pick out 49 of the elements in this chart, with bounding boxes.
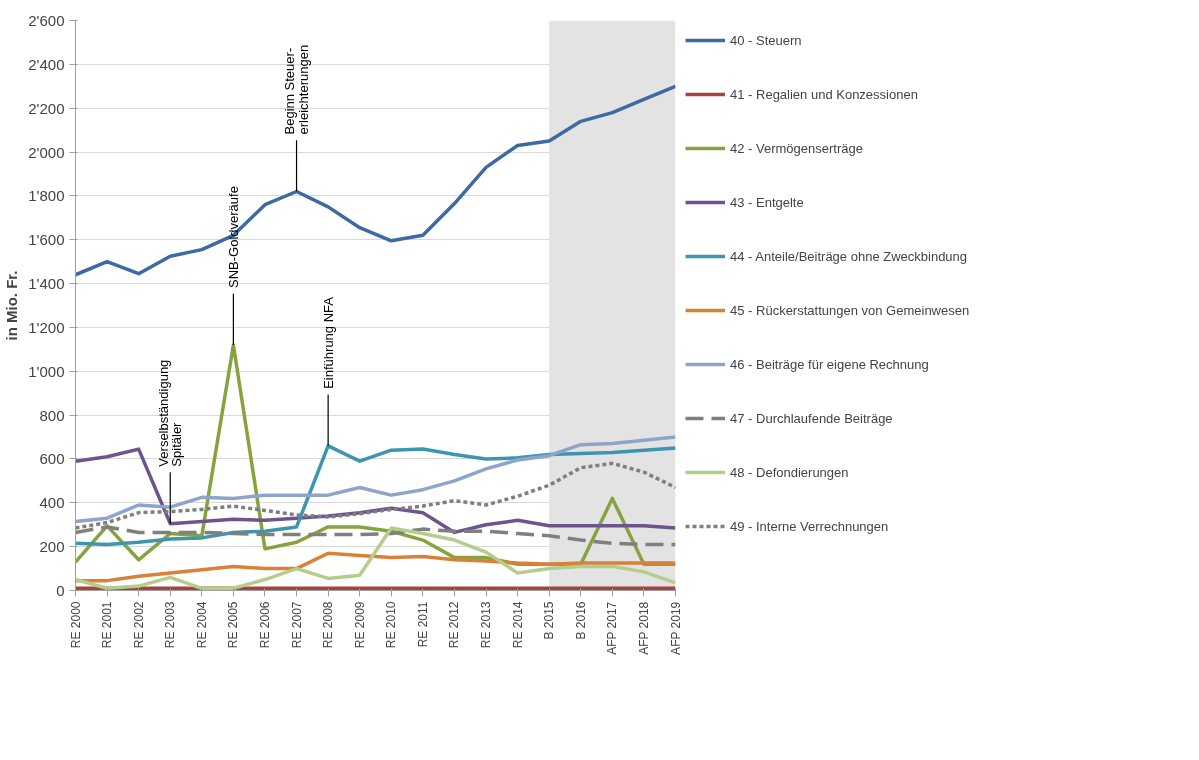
x-tick-label: AFP 2019 [668, 601, 683, 655]
y-tick-label: 1'000 [28, 362, 65, 380]
legend-label: 48 - Defondierungen [730, 464, 849, 480]
annotation: Verselbständigung Spitäler [156, 359, 185, 467]
x-tick-label: RE 2009 [352, 601, 367, 649]
x-tick-label: B 2016 [573, 601, 588, 640]
x-tick-label: RE 2012 [447, 601, 462, 649]
y-tick-label: 2'400 [28, 55, 65, 73]
annotation: SNB-Goldveräufe [225, 186, 241, 288]
x-tick-label: RE 2005 [226, 601, 241, 649]
y-tick-label: 600 [39, 450, 65, 468]
x-tick-label: RE 2013 [479, 601, 494, 649]
x-tick-label: RE 2004 [194, 601, 209, 649]
y-tick-label: 400 [39, 494, 65, 512]
y-tick-label: 2'600 [28, 12, 65, 29]
x-tick-label: RE 2001 [100, 601, 115, 649]
annotation: Einführung NFA [320, 296, 336, 389]
x-tick-label: RE 2002 [131, 601, 146, 649]
x-tick-label: RE 2010 [384, 601, 399, 649]
legend-label: 46 - Beiträge für eigene Rechnung [730, 356, 929, 372]
legend-label: 40 - Steuern [730, 32, 802, 48]
legend-label: 41 - Regalien und Konzessionen [730, 86, 918, 102]
x-tick-label: RE 2014 [510, 601, 525, 649]
x-tick-label: B 2015 [542, 601, 557, 640]
x-tick-label: RE 2007 [289, 601, 304, 649]
y-tick-label: 1'800 [28, 187, 65, 205]
y-tick-label: 2'000 [28, 143, 65, 161]
legend-label: 49 - Interne Verrechnungen [730, 518, 889, 534]
y-axis-title: in Mio. Fr. [3, 270, 21, 341]
y-tick-label: 800 [39, 406, 65, 424]
y-tick-label: 200 [39, 538, 65, 556]
x-tick-label: AFP 2017 [605, 601, 620, 655]
x-tick-label: RE 2000 [68, 601, 83, 649]
x-tick-label: RE 2006 [257, 601, 272, 649]
x-tick-label: RE 2008 [321, 601, 336, 649]
x-tick-label: AFP 2018 [636, 601, 651, 655]
y-tick-label: 1'200 [28, 318, 65, 336]
y-tick-label: 1'600 [28, 231, 65, 249]
annotation: Beginn Steuer- erleichterungen [282, 44, 311, 135]
x-tick-label: RE 2011 [415, 601, 430, 648]
y-tick-label: 0 [56, 582, 65, 599]
legend-label: 45 - Rückerstattungen von Gemeinwesen [730, 302, 970, 318]
x-tick-label: RE 2003 [163, 601, 178, 649]
legend-label: 44 - Anteile/Beiträge ohne Zweckbindung [730, 248, 968, 264]
legend-label: 42 - Vermögenserträge [730, 140, 863, 156]
legend-label: 47 - Durchlaufende Beiträge [730, 410, 893, 426]
y-tick-label: 2'200 [28, 99, 65, 117]
y-tick-label: 1'400 [28, 275, 65, 293]
legend-label: 43 - Entgelte [730, 194, 804, 210]
